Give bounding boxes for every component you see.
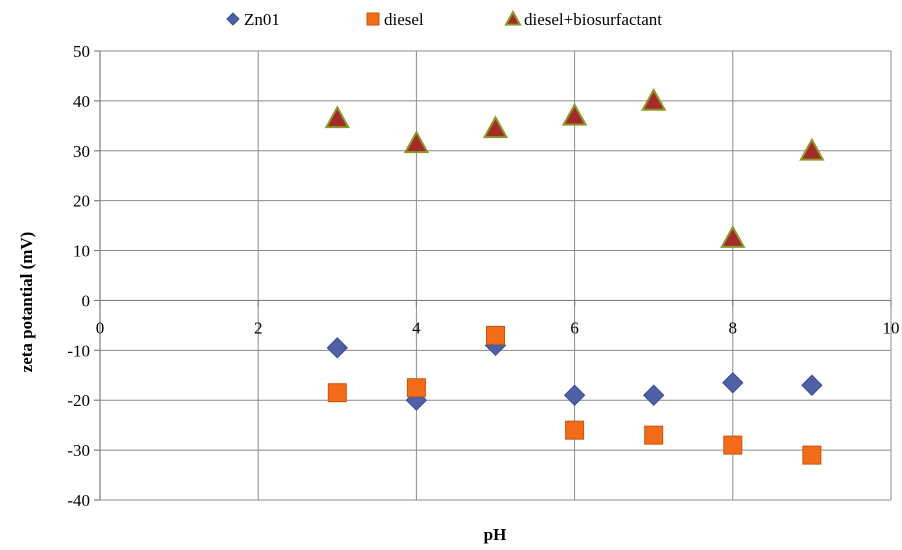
zn01-point: [801, 374, 823, 396]
y-tick-label: -20: [67, 391, 90, 410]
y-tick-label: -30: [67, 441, 90, 460]
zn01-point: [326, 337, 349, 359]
x-tick-label: 6: [570, 318, 579, 337]
y-tick-label: 10: [73, 242, 90, 261]
x-tick-label: 8: [729, 318, 738, 337]
x-tick-label: 10: [883, 318, 900, 337]
y-tick-label: 0: [82, 291, 91, 310]
diesel-biosurfactant-point: [324, 105, 350, 129]
y-axis-title: zeta potantial (mV): [17, 232, 36, 373]
legend-label-zn01: Zn01: [244, 10, 280, 29]
diesel-point: [486, 325, 505, 345]
axes: [94, 50, 892, 501]
y-tick-label: 30: [73, 142, 90, 161]
legend-marker-diesel-biosurfactant: [504, 9, 522, 26]
zn01-point: [642, 384, 665, 406]
y-tick-label: 50: [73, 42, 90, 61]
x-tick-label: 0: [96, 318, 105, 337]
legend-label-diesel: diesel: [384, 10, 424, 29]
tick-labels: -40 -30 -20 -10 0 10 20 30 40 50 0 2 4 6 8 10: [67, 42, 899, 510]
diesel-point: [406, 378, 426, 398]
diesel-biosurfactant-point: [799, 137, 825, 161]
data-points: [324, 87, 825, 465]
diesel-point: [327, 383, 347, 403]
legend-label-diesel-biosurfactant: diesel+biosurfactant: [524, 10, 662, 29]
zn01-point: [722, 372, 744, 394]
diesel-biosurfactant-point: [403, 130, 430, 154]
y-tick-label: -40: [67, 491, 90, 510]
y-tick-label: 40: [73, 92, 90, 111]
diesel-point: [802, 445, 822, 465]
legend-marker-diesel: [366, 12, 380, 26]
diesel-point: [644, 425, 664, 445]
diesel-biosurfactant-point: [561, 102, 588, 126]
legend: Zn01 diesel diesel+biosurfactant: [226, 9, 662, 29]
diesel-biosurfactant-point: [720, 225, 746, 248]
diesel-biosurfactant-point: [482, 115, 509, 139]
diesel-biosurfactant-point: [641, 87, 667, 111]
diesel-point: [565, 420, 585, 440]
x-tick-label: 4: [412, 318, 421, 337]
grid: [100, 50, 892, 501]
y-tick-label: -10: [67, 341, 90, 360]
diesel-point: [723, 435, 743, 455]
x-axis-title: pH: [484, 525, 507, 544]
x-tick-label: 2: [254, 318, 263, 337]
legend-marker-zn01: [226, 12, 240, 26]
zn01-point: [563, 384, 586, 406]
y-tick-label: 20: [73, 192, 90, 211]
